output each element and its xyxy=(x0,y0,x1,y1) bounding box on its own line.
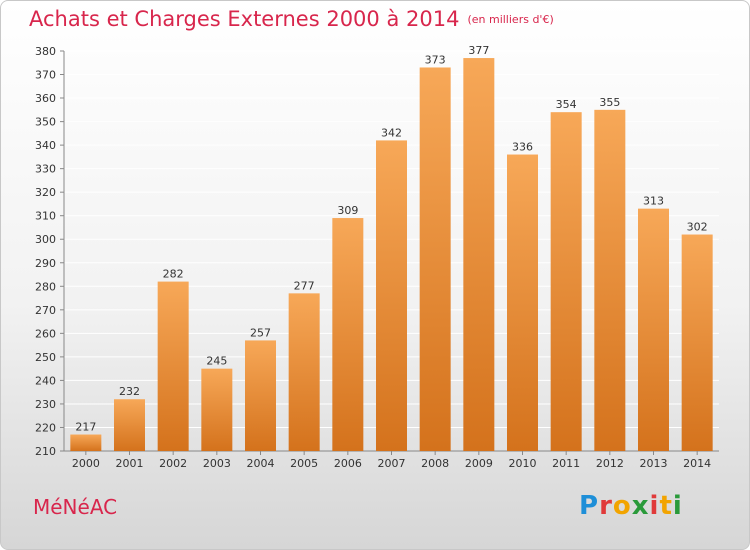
x-tick-label: 2011 xyxy=(552,457,580,470)
bar xyxy=(245,340,276,451)
bar-value-label: 373 xyxy=(425,53,446,66)
bar-value-label: 217 xyxy=(75,421,96,434)
bar xyxy=(201,368,233,451)
y-tick-label: 310 xyxy=(35,210,56,223)
x-tick-label: 2004 xyxy=(247,457,275,470)
bar xyxy=(594,109,626,451)
logo-letter: r xyxy=(599,491,613,521)
proxiti-logo: Proxiti xyxy=(579,491,683,521)
bar xyxy=(463,58,495,451)
y-tick-label: 220 xyxy=(35,421,56,434)
y-tick-label: 210 xyxy=(35,445,56,458)
y-tick-label: 230 xyxy=(35,398,56,411)
logo-letter: o xyxy=(612,491,632,521)
bar xyxy=(114,399,145,451)
bar-value-label: 355 xyxy=(599,96,620,109)
bar xyxy=(550,112,582,452)
x-tick-label: 2005 xyxy=(290,457,318,470)
bar-value-label: 232 xyxy=(119,385,140,398)
y-tick-label: 380 xyxy=(35,45,56,58)
x-tick-label: 2012 xyxy=(596,457,624,470)
y-tick-label: 330 xyxy=(35,163,56,176)
x-tick-label: 2009 xyxy=(465,457,493,470)
x-tick-label: 2000 xyxy=(72,457,100,470)
x-tick-label: 2007 xyxy=(378,457,406,470)
bar-value-label: 245 xyxy=(206,355,227,368)
y-tick-label: 280 xyxy=(35,280,56,293)
bar-value-label: 336 xyxy=(512,141,533,154)
logo-letter: x xyxy=(631,491,650,521)
bar-value-label: 377 xyxy=(468,44,489,57)
data-labels: 217 232 282 245 257 277 309 342 373 377 336 354 355 3… xyxy=(75,44,707,433)
bar xyxy=(507,154,538,451)
chart-title-text: Achats et Charges Externes 2000 à 2014 xyxy=(29,7,460,31)
bars xyxy=(70,58,713,452)
bar xyxy=(419,67,451,452)
bar-value-label: 309 xyxy=(337,204,358,217)
logo-letter: i xyxy=(649,491,660,521)
bar xyxy=(681,234,713,451)
chart-subtitle: (en milliers d'€) xyxy=(467,13,554,26)
y-tick-label: 350 xyxy=(35,116,56,129)
bar-value-label: 277 xyxy=(294,279,315,292)
bar xyxy=(332,218,364,451)
bar-value-label: 342 xyxy=(381,126,402,139)
x-tick-label: 2002 xyxy=(159,457,187,470)
y-tick-label: 290 xyxy=(35,257,56,270)
y-tick-label: 340 xyxy=(35,139,56,152)
y-tick-label: 250 xyxy=(35,351,56,364)
y-tick-label: 370 xyxy=(35,69,56,82)
y-tick-label: 300 xyxy=(35,233,56,246)
bar xyxy=(376,140,407,452)
commune-name: MéNéAC xyxy=(33,495,118,519)
bar xyxy=(157,281,189,451)
logo-letter: P xyxy=(579,491,600,521)
chart-title: Achats et Charges Externes 2000 à 2014 (e… xyxy=(29,7,554,31)
y-tick-label: 270 xyxy=(35,304,56,317)
bar xyxy=(70,434,102,451)
x-tick-label: 2001 xyxy=(116,457,144,470)
bar-value-label: 354 xyxy=(556,98,577,111)
x-tick-label: 2013 xyxy=(640,457,668,470)
bar xyxy=(638,208,669,451)
y-tick-label: 320 xyxy=(35,186,56,199)
bar-value-label: 257 xyxy=(250,326,271,339)
x-tick-label: 2003 xyxy=(203,457,231,470)
y-tick-label: 260 xyxy=(35,327,56,340)
y-tick-label: 240 xyxy=(35,374,56,387)
x-tick-label: 2008 xyxy=(421,457,449,470)
bar-value-label: 282 xyxy=(163,268,184,281)
x-tick-label: 2010 xyxy=(509,457,537,470)
y-tick-label: 360 xyxy=(35,92,56,105)
x-tick-label: 2006 xyxy=(334,457,362,470)
bar-value-label: 302 xyxy=(687,221,708,234)
x-tick-label: 2014 xyxy=(683,457,711,470)
bar xyxy=(288,293,320,451)
logo-letter: t xyxy=(659,491,673,521)
bar-value-label: 313 xyxy=(643,195,664,208)
logo-letter: i xyxy=(672,491,683,521)
